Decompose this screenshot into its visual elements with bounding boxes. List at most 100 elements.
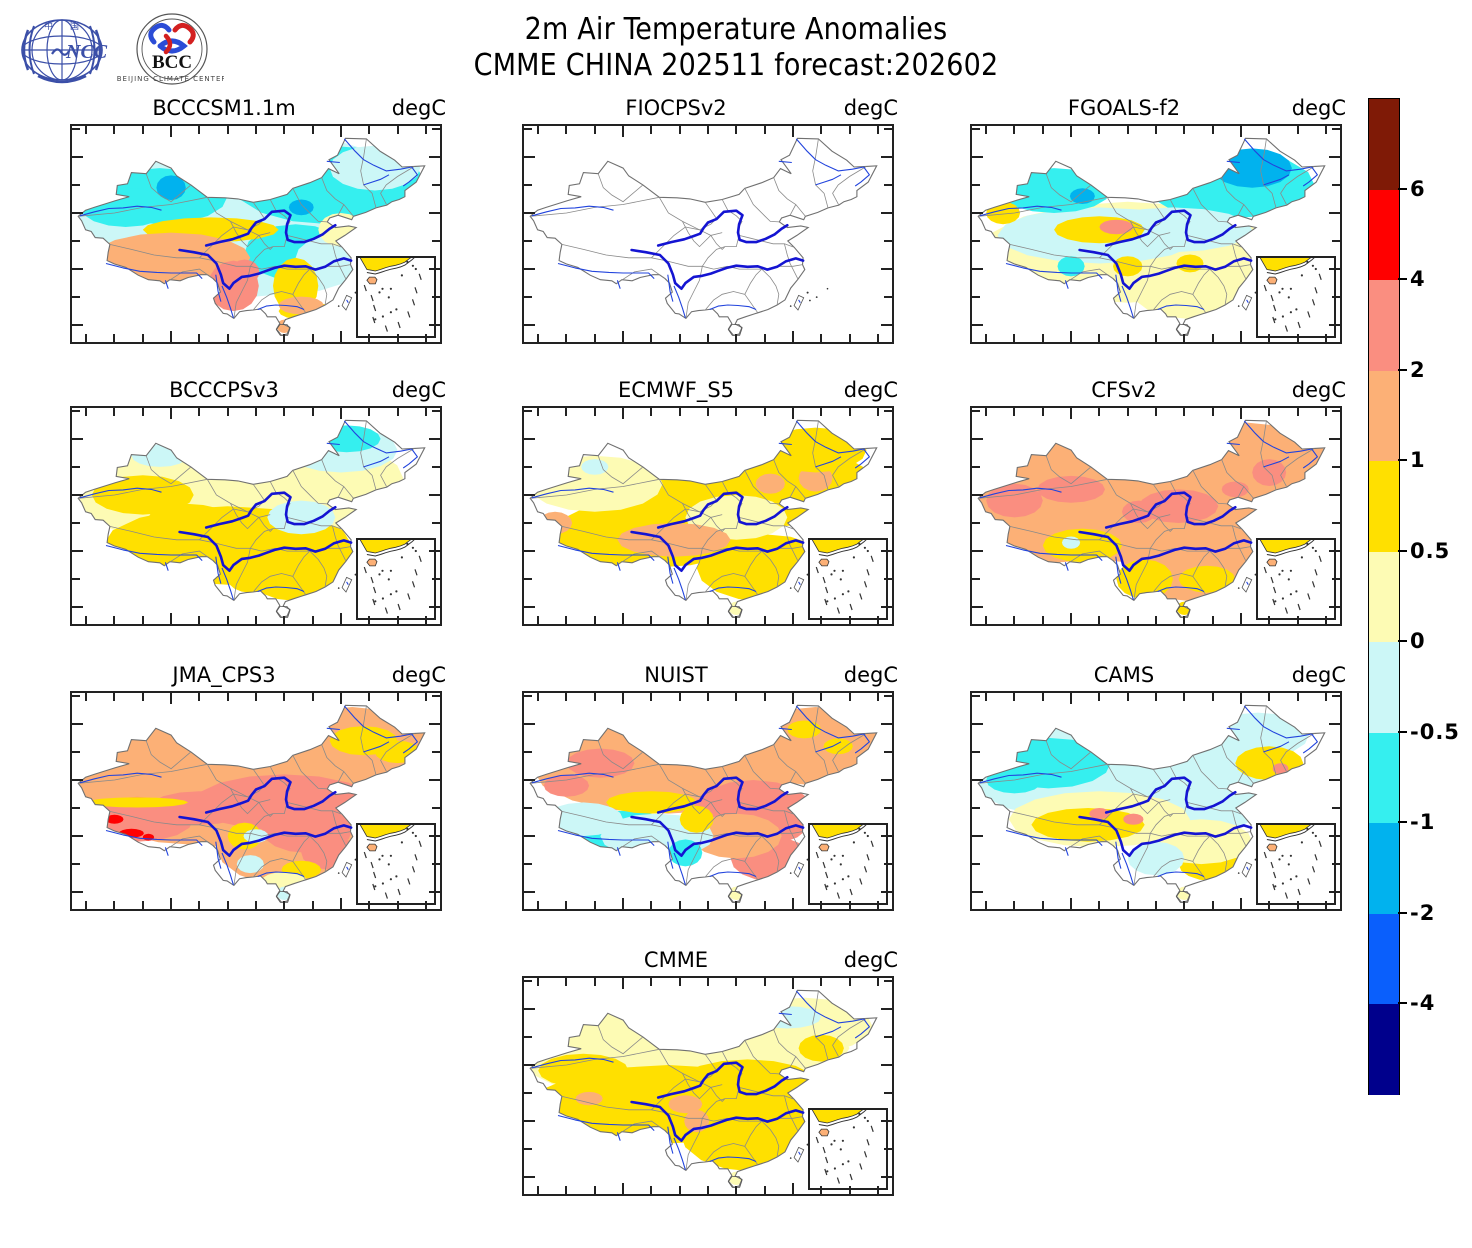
lat-tick	[884, 750, 892, 753]
lat-tick	[524, 1092, 532, 1094]
lon-tick	[593, 693, 596, 701]
panel-title: CMME	[643, 948, 709, 972]
south-china-sea-inset	[356, 256, 436, 338]
lat-tick	[881, 268, 892, 271]
lon-tick	[1013, 408, 1016, 416]
lon-tick	[735, 978, 738, 986]
map-frame[interactable]: 50N40N30N20N90E120E	[522, 124, 894, 344]
lat-tick	[72, 807, 80, 809]
map-frame[interactable]: 50N40N30N20N90E120E	[970, 406, 1342, 626]
lon-tick	[1183, 693, 1186, 701]
map-frame[interactable]: 50N40N30N20N90E120E	[522, 976, 894, 1196]
lon-tick	[707, 616, 709, 624]
map-frame[interactable]: 50N40N30N20N90E120E	[970, 124, 1342, 344]
lon-tick	[565, 408, 568, 416]
lat-tick	[524, 240, 532, 242]
lat-tick	[1329, 550, 1340, 553]
lon-tick	[593, 1186, 596, 1194]
lat-tick	[972, 863, 980, 866]
lon-tick	[876, 334, 879, 342]
lat-tick	[432, 694, 440, 697]
lat-tick	[972, 722, 983, 725]
lon-tick	[707, 693, 709, 701]
lat-tick	[429, 891, 440, 894]
map-frame[interactable]: 50N40N30N20N90E120E	[522, 406, 894, 626]
lon-tick	[396, 616, 399, 624]
panel-title: ECMWF_S5	[617, 378, 735, 402]
lat-tick	[972, 807, 980, 809]
lat-tick	[972, 465, 980, 468]
lon-tick	[113, 616, 116, 624]
lon-tick	[1098, 408, 1101, 416]
lon-tick	[791, 1183, 794, 1194]
lon-tick	[678, 126, 681, 134]
lon-tick	[876, 126, 879, 134]
lon-tick	[283, 693, 286, 701]
lon-tick	[339, 408, 342, 419]
lat-tick	[432, 750, 440, 753]
lon-tick	[1013, 126, 1016, 134]
lon-tick	[537, 408, 540, 416]
lat-tick	[524, 324, 535, 327]
lat-tick	[429, 155, 440, 158]
lon-tick	[1239, 898, 1242, 909]
lon-tick	[985, 693, 988, 701]
lon-tick	[226, 616, 229, 624]
lat-tick	[432, 465, 440, 468]
lon-tick	[763, 334, 766, 342]
lon-tick	[396, 408, 399, 416]
map-frame[interactable]: 50N40N30N20N90E120E	[70, 124, 442, 344]
lon-tick	[622, 1183, 625, 1194]
lon-tick	[198, 616, 201, 624]
lat-tick	[429, 324, 440, 327]
lon-tick	[791, 693, 794, 704]
lat-tick	[432, 807, 440, 809]
map-frame[interactable]: 50N40N30N20N90E120E	[970, 691, 1342, 911]
lon-tick	[1183, 334, 1186, 342]
lat-tick	[881, 835, 892, 838]
lat-tick	[884, 465, 892, 468]
panel-units-label: degC	[843, 663, 898, 687]
lat-tick	[72, 606, 83, 609]
lon-tick	[985, 901, 988, 909]
lon-tick	[255, 901, 257, 909]
lon-tick	[1098, 693, 1101, 701]
panel-title: FGOALS-f2	[1067, 96, 1181, 120]
lon-tick	[1070, 126, 1073, 137]
panel-units-label: degC	[391, 663, 446, 687]
colorbar-tick-label: -4	[1410, 991, 1436, 1015]
lon-tick	[255, 693, 257, 701]
lat-tick	[972, 550, 983, 553]
lon-tick	[650, 978, 653, 986]
lat-tick	[524, 522, 532, 524]
lon-tick	[678, 616, 681, 624]
lat-tick	[972, 127, 980, 130]
lon-tick	[791, 331, 794, 342]
map-frame[interactable]: 50N40N30N20N90E120E	[70, 406, 442, 626]
map-frame[interactable]: 50N40N30N20N90E120E	[522, 691, 894, 911]
lat-tick	[884, 127, 892, 130]
lon-tick	[170, 613, 173, 624]
lon-tick	[85, 334, 88, 342]
lat-tick	[524, 750, 532, 753]
lon-tick	[198, 693, 201, 701]
lon-tick	[707, 901, 709, 909]
lat-tick	[1329, 437, 1340, 440]
lon-tick	[1041, 126, 1044, 134]
lon-tick	[311, 693, 314, 701]
colorbar-tick	[1398, 911, 1407, 914]
lat-tick	[1332, 863, 1340, 866]
lon-tick	[1070, 693, 1073, 704]
lon-tick	[170, 898, 173, 909]
lon-tick	[198, 334, 201, 342]
lon-tick	[985, 334, 988, 342]
lon-tick	[198, 901, 201, 909]
lon-tick	[1211, 408, 1214, 416]
lat-tick	[1332, 694, 1340, 697]
lon-tick	[650, 693, 653, 701]
lon-tick	[1070, 613, 1073, 624]
lon-tick	[368, 693, 371, 701]
lon-tick	[1324, 408, 1327, 416]
lon-tick	[622, 978, 625, 989]
map-frame[interactable]: 50N40N30N20N90E120E	[70, 691, 442, 911]
